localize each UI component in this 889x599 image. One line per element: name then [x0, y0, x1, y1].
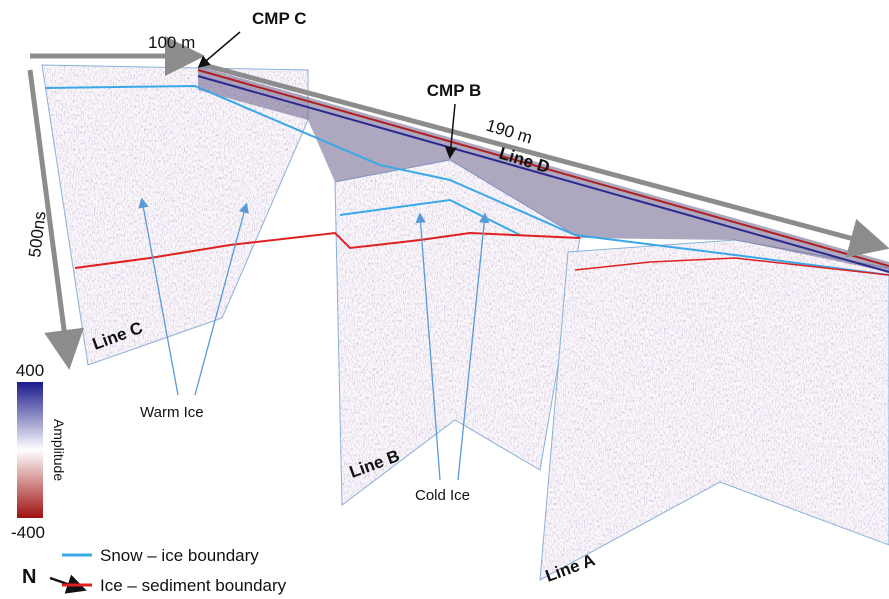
pointer — [138, 197, 179, 396]
colorbar-max: 400 — [16, 361, 44, 380]
pointer — [194, 202, 250, 396]
ice-sediment — [574, 257, 889, 276]
cmp-arrow — [444, 103, 457, 159]
legend-label: Snow – ice boundary — [100, 546, 259, 565]
snow-ice — [44, 84, 889, 276]
panel-c — [41, 64, 309, 366]
colorbar-min: -400 — [11, 523, 45, 542]
annotation: Warm Ice — [140, 404, 204, 421]
pointer — [415, 212, 441, 481]
colorbar-title: Amplitude — [51, 419, 67, 481]
legend-label: Ice – sediment boundary — [100, 576, 287, 595]
line-d-reflector — [197, 69, 889, 267]
distance-label: 100 m — [148, 33, 195, 52]
pointer — [457, 212, 490, 481]
line-d-reflector — [197, 75, 889, 273]
cmp-arrow — [197, 31, 241, 68]
dist-arrow — [199, 61, 889, 258]
panels — [41, 64, 889, 581]
cmp-label: CMP B — [427, 81, 481, 100]
north-label: N — [22, 566, 36, 588]
snow-ice — [339, 198, 521, 236]
annotation: Cold Ice — [415, 487, 470, 504]
depth-arrow — [27, 69, 84, 370]
boundaries — [44, 84, 889, 276]
cmp-label: CMP C — [252, 9, 306, 28]
panel-a — [539, 239, 889, 581]
colorbar-gradient — [17, 382, 43, 518]
colorbar: 400 -400 Amplitude — [11, 361, 67, 542]
legend: Snow – ice boundary Ice – sediment bound… — [62, 546, 287, 595]
depth-label: 500ns — [25, 210, 50, 258]
ice-sediment — [74, 231, 581, 269]
